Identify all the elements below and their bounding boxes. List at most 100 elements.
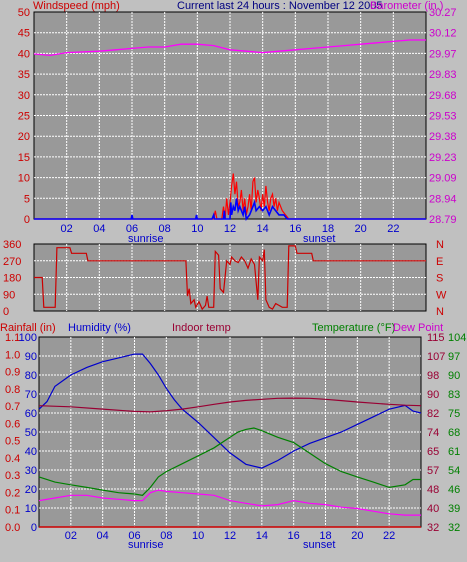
rain-tick-label: 0.4 xyxy=(5,453,20,465)
degree-tick-label: 0 xyxy=(3,306,9,318)
rain-tick-label: 0.9 xyxy=(5,367,20,379)
temperature-line xyxy=(38,427,421,496)
baro-tick-label: 29.68 xyxy=(429,90,457,102)
baro-tick-label: 29.97 xyxy=(429,48,457,60)
wind-baro-x-tick-label: 08 xyxy=(159,223,171,235)
degree-tick-label: 90 xyxy=(3,289,15,301)
humidity-tick-label: 80 xyxy=(25,370,37,382)
temperature-tick-label: 75 xyxy=(448,408,460,420)
humidity-temp-x-tick-label: 18 xyxy=(319,530,331,542)
indoor-tick-label: 74 xyxy=(427,427,439,439)
compass-tick-label: N xyxy=(436,306,444,318)
baro-tick-label: 29.53 xyxy=(429,111,457,123)
degree-tick-label: 360 xyxy=(3,239,21,251)
indoor-tick-label: 65 xyxy=(427,446,439,458)
direction-series xyxy=(34,245,426,311)
indoor-tick-label: 115 xyxy=(427,332,445,344)
direction-grid xyxy=(34,244,426,311)
baro-tick-label: 29.38 xyxy=(429,131,457,143)
wind-tick-label: 30 xyxy=(18,90,30,102)
wind-tick-label: 10 xyxy=(18,173,30,185)
humidity-tick-label: 20 xyxy=(25,484,37,496)
rain-tick-label: 1.0 xyxy=(5,349,20,361)
indoor-tick-label: 48 xyxy=(427,484,439,496)
baro-tick-label: 29.23 xyxy=(429,152,457,164)
wind-baro-series xyxy=(33,39,426,221)
wind-tick-label: 20 xyxy=(18,131,30,143)
humidity-temp-x-ticks: 02 04 06 08 10 12 14 16 18 20 22 xyxy=(65,530,396,542)
rain-axis-title: Rainfall (in) xyxy=(0,322,56,334)
temperature-tick-label: 68 xyxy=(448,427,460,439)
wind-gust-line xyxy=(34,198,426,221)
humidity-tick-label: 90 xyxy=(25,351,37,363)
sunrise-label-bottom: sunrise xyxy=(128,539,163,551)
compass-tick-label: E xyxy=(436,256,443,268)
windspeed-line xyxy=(34,173,426,220)
temperature-tick-label: 32 xyxy=(448,522,460,534)
humidity-temp-x-tick-label: 06 xyxy=(128,530,140,542)
sunset-label-bottom: sunset xyxy=(303,539,335,551)
rain-tick-label: 0.6 xyxy=(5,418,20,430)
baro-tick-label: 28.94 xyxy=(429,193,457,205)
wind-tick-label: 35 xyxy=(18,69,30,81)
baro-tick-label: 29.83 xyxy=(429,69,457,81)
sunset-label-top: sunset xyxy=(303,233,335,245)
wind-baro-x-tick-label: 02 xyxy=(61,223,73,235)
rain-tick-label: 0.3 xyxy=(5,470,20,482)
indoor-tick-label: 57 xyxy=(427,465,439,477)
baro-axis-ticks: 28.79 28.94 29.09 29.23 29.38 29.53 29.68 29.83… xyxy=(429,7,457,226)
humidity-temp-x-tick-label: 10 xyxy=(192,530,204,542)
wind-direction-line xyxy=(34,245,426,311)
wind-tick-label: 50 xyxy=(18,7,30,19)
wind-tick-label: 5 xyxy=(24,193,30,205)
rain-tick-label: 1.1 xyxy=(5,332,20,344)
indoor-tick-label: 98 xyxy=(427,370,439,382)
temperature-axis-title: Temperature (°F) xyxy=(312,322,395,334)
humidity-axis-title: Humidity (%) xyxy=(68,322,131,334)
baro-tick-label: 29.09 xyxy=(429,173,457,185)
compass-tick-label: W xyxy=(436,289,447,301)
temperature-axis-ticks: 32 39 46 54 61 68 75 83 90 97 104 xyxy=(448,332,466,534)
humidity-temp-x-tick-label: 04 xyxy=(97,530,109,542)
wind-tick-label: 15 xyxy=(18,152,30,164)
chart-title: Current last 24 hours : November 12 2005 xyxy=(177,0,382,12)
humidity-tick-label: 10 xyxy=(25,503,37,515)
sunrise-label-top: sunrise xyxy=(128,233,163,245)
temperature-tick-label: 97 xyxy=(448,351,460,363)
wind-baro-x-tick-label: 22 xyxy=(387,223,399,235)
wind-tick-label: 0 xyxy=(24,214,30,226)
humidity-temp-x-tick-label: 08 xyxy=(160,530,172,542)
rain-axis-ticks: 0.0 0.1 0.2 0.3 0.4 0.5 0.6 0.7 0.8 0.9 1.0 1.1 xyxy=(5,332,20,534)
wind-baro-x-ticks: 02 04 06 08 10 12 14 16 18 20 22 xyxy=(61,223,400,235)
wind-axis-ticks: 0 5 10 15 20 25 30 35 40 45 50 xyxy=(18,7,30,226)
humidity-temp-x-tick-label: 16 xyxy=(288,530,300,542)
rain-tick-label: 0.8 xyxy=(5,384,20,396)
temperature-tick-label: 90 xyxy=(448,370,460,382)
dew-point-line xyxy=(38,489,421,516)
humidity-temp-x-tick-label: 22 xyxy=(383,530,395,542)
compass-tick-label: S xyxy=(436,273,443,285)
temperature-tick-label: 54 xyxy=(448,465,460,477)
indoor-tick-label: 90 xyxy=(427,389,439,401)
wind-axis-title: Windspeed (mph) xyxy=(33,0,120,12)
rain-tick-label: 0.2 xyxy=(5,487,20,499)
temperature-tick-label: 61 xyxy=(448,446,460,458)
humidity-axis-ticks: 0 10 20 30 40 50 60 70 80 90 100 xyxy=(19,332,37,534)
dew-point-axis-title: Dew Point xyxy=(393,322,443,334)
humidity-tick-label: 30 xyxy=(25,465,37,477)
rain-tick-label: 0.5 xyxy=(5,436,20,448)
humidity-tick-label: 40 xyxy=(25,446,37,458)
direction-degree-ticks: 0 90 180 270 360 xyxy=(3,239,21,318)
humidity-tick-label: 60 xyxy=(25,408,37,420)
baro-axis-title: Barometer (in.) xyxy=(370,0,443,12)
humidity-tick-label: 50 xyxy=(25,427,37,439)
wind-baro-x-tick-label: 14 xyxy=(257,223,269,235)
wind-tick-label: 45 xyxy=(18,28,30,40)
indoor-temp-axis-ticks: 32 40 48 57 65 74 82 90 98 107 115 xyxy=(427,332,445,534)
wind-baro-x-tick-label: 04 xyxy=(93,223,105,235)
wind-baro-x-tick-label: 20 xyxy=(355,223,367,235)
humidity-tick-label: 100 xyxy=(19,332,37,344)
indoor-tick-label: 82 xyxy=(427,408,439,420)
